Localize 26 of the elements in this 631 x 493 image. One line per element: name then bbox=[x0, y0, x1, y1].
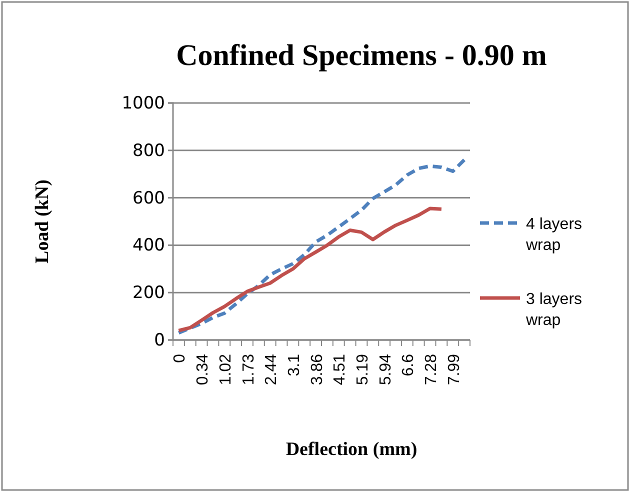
line-series bbox=[176, 206, 444, 332]
x-tick-label: 6.6 bbox=[400, 354, 418, 376]
legend-label: 4 layers wrap bbox=[525, 216, 582, 254]
x-tick-label: 5.94 bbox=[377, 354, 394, 386]
y-tick-label: 600 bbox=[132, 188, 165, 208]
chart-title: Confined Specimens - 0.90 m bbox=[176, 39, 547, 72]
y-tick-label: 400 bbox=[132, 236, 165, 256]
x-tick-label: 0 bbox=[172, 354, 189, 363]
x-tick-label: 1.02 bbox=[217, 354, 234, 386]
y-tick-label: 200 bbox=[132, 283, 165, 304]
x-tick-label: 7.28 bbox=[423, 354, 440, 386]
y-tick-label: 0 bbox=[154, 330, 165, 350]
y-tick-label: 1000 bbox=[122, 93, 165, 114]
x-tick-label: 2.44 bbox=[263, 354, 280, 386]
y-axis-title: Load (kN) bbox=[32, 180, 53, 264]
x-tick-label: 4.51 bbox=[332, 354, 349, 386]
x-tick-label: 3.1 bbox=[286, 354, 303, 376]
x-tick-label: 7.99 bbox=[446, 354, 463, 386]
x-tick-label: 0.34 bbox=[194, 354, 212, 386]
x-tick-label: 3.86 bbox=[308, 354, 326, 386]
x-axis-title: Deflection (mm) bbox=[286, 439, 418, 460]
x-tick-label: 5.19 bbox=[354, 354, 372, 386]
x-tick-label: 1.73 bbox=[240, 354, 258, 386]
y-tick-label: 800 bbox=[132, 140, 165, 161]
line-series bbox=[176, 158, 466, 335]
legend-label: 3 layers wrap bbox=[525, 291, 582, 329]
